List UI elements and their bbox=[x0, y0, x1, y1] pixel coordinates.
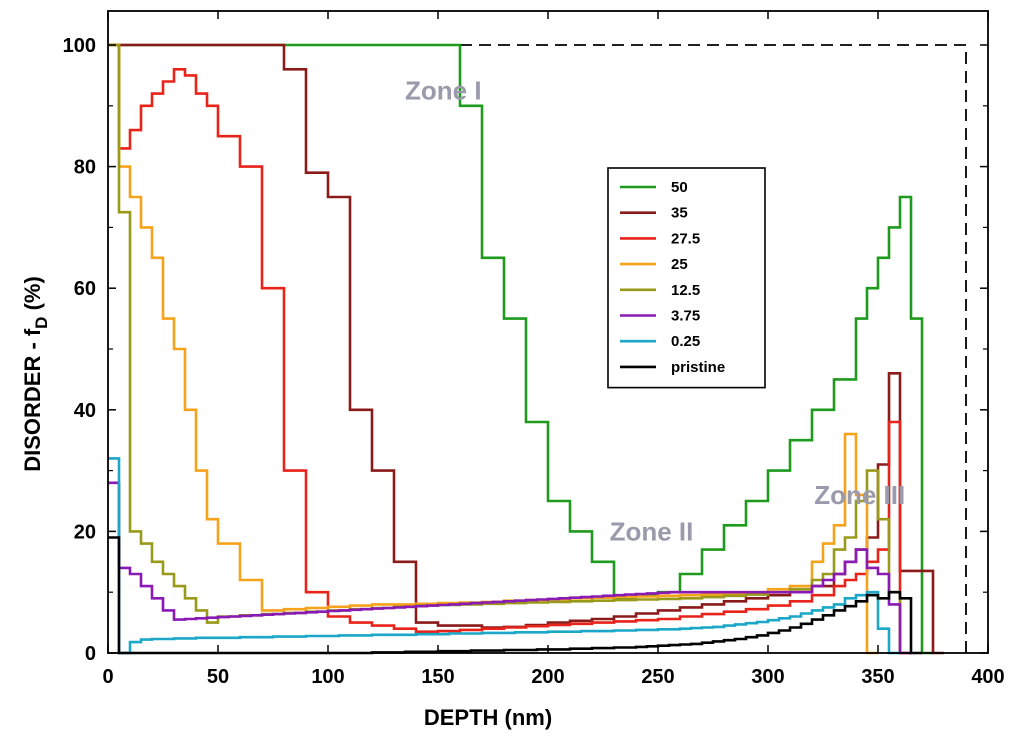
legend-label: 12.5 bbox=[671, 282, 700, 299]
text-layer: 0 50 100 150 200 250 300 350 400 0 20 40 60 80 100 DEPT… bbox=[20, 35, 1005, 730]
x-tick-label: 0 bbox=[102, 666, 113, 688]
legend-label: 35 bbox=[671, 205, 688, 222]
y-tick-label: 20 bbox=[74, 521, 96, 543]
y-axis-title: DISORDER - fD (%) bbox=[20, 276, 51, 472]
x-tick-label: 400 bbox=[971, 666, 1004, 688]
legend-label: 27.5 bbox=[671, 230, 700, 247]
reference-layer bbox=[460, 44, 967, 653]
y-tick-label: 0 bbox=[85, 643, 96, 665]
zone-annotation-3: Zone III bbox=[814, 480, 905, 510]
series-0_25-line bbox=[108, 457, 900, 655]
legend-label: pristine bbox=[671, 359, 725, 376]
series-3_75-line bbox=[108, 481, 911, 655]
legend-label: 3.75 bbox=[671, 308, 700, 325]
series-pristine-line bbox=[108, 536, 922, 655]
legend: 50 35 27.5 25 12.5 3.75 0.25 pristine bbox=[607, 167, 766, 389]
legend-box bbox=[607, 167, 766, 389]
zone-annotation-2: Zone II bbox=[610, 517, 694, 547]
series-layer bbox=[108, 43, 944, 655]
x-axis-title: DEPTH (nm) bbox=[424, 705, 552, 730]
x-tick-label: 200 bbox=[531, 666, 564, 688]
x-tick-label: 250 bbox=[641, 666, 674, 688]
y-tick-label: 80 bbox=[74, 157, 96, 179]
legend-label: 25 bbox=[671, 256, 688, 273]
x-tick-label: 350 bbox=[861, 666, 894, 688]
legend-label: 0.25 bbox=[671, 333, 700, 350]
zone-annotation-1: Zone I bbox=[405, 76, 482, 106]
y-tick-label: 40 bbox=[74, 400, 96, 422]
reference-dashed-line bbox=[460, 44, 967, 653]
x-tick-label: 300 bbox=[751, 666, 784, 688]
y-tick-label: 100 bbox=[63, 35, 96, 57]
series-50-line bbox=[108, 43, 933, 655]
legend-label: 50 bbox=[671, 179, 688, 196]
y-tick-label: 60 bbox=[74, 278, 96, 300]
frame-layer bbox=[107, 10, 989, 654]
x-tick-label: 50 bbox=[207, 666, 229, 688]
x-tick-label: 150 bbox=[421, 666, 454, 688]
x-tick-label: 100 bbox=[311, 666, 344, 688]
series-27_5-line bbox=[108, 43, 911, 655]
